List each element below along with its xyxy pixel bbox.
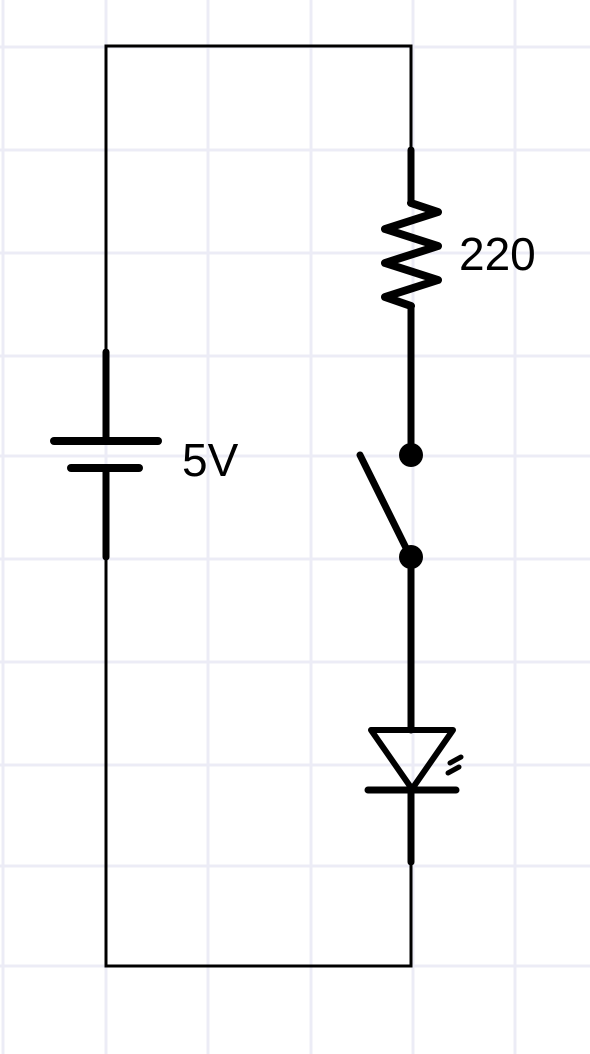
- resistor-label: 220: [459, 228, 536, 280]
- resistor-symbol: [381, 146, 442, 459]
- battery-symbol: [50, 348, 162, 561]
- switch-symbol: [356, 443, 423, 734]
- battery-label: 5V: [182, 434, 239, 486]
- wire-loop: [104, 44, 413, 968]
- led-symbol: [364, 727, 464, 866]
